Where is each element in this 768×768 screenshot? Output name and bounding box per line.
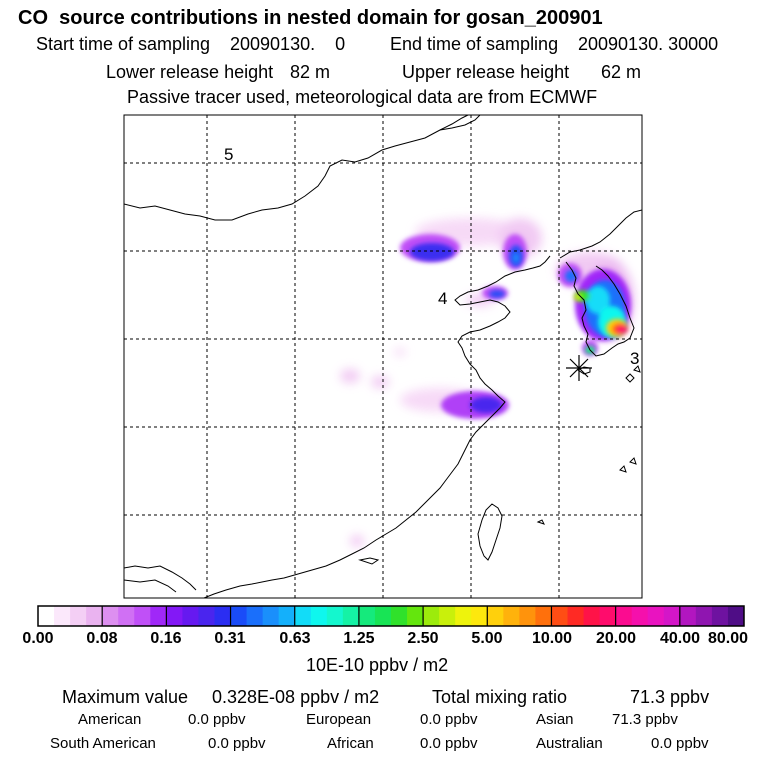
colorbar-swatch [631, 606, 649, 626]
colorbar-swatch [38, 606, 55, 626]
colorbar-label: 5.00 [471, 630, 503, 647]
colorbar [38, 606, 745, 626]
colorbar-label: 40.00 [659, 630, 701, 647]
colorbar-label: 10.00 [531, 630, 573, 647]
colorbar-label: 0.16 [150, 630, 182, 647]
colorbar-label: 0.31 [214, 630, 246, 647]
colorbar-swatch [294, 606, 312, 626]
colorbar-label: 2.50 [407, 630, 439, 647]
concentration-field [340, 218, 634, 547]
colorbar-swatch [583, 606, 601, 626]
colorbar-swatch [134, 606, 151, 626]
region-name-australian: Australian [536, 735, 603, 752]
colorbar-swatch [230, 606, 248, 626]
colorbar-swatch [551, 606, 568, 626]
region-value-australian: 0.0 ppbv [651, 735, 709, 752]
end-time-value: 20090130. 30000 [578, 34, 719, 54]
colorbar-swatch [102, 606, 119, 626]
max-value: 0.328E-08 ppbv / m2 [212, 687, 380, 707]
tracer-note: Passive tracer used, meteorological data… [127, 87, 598, 107]
colorbar-swatch [391, 606, 408, 626]
colorbar-swatch [262, 606, 280, 626]
max-value-label: Maximum value [62, 687, 189, 707]
colorbar-swatch [150, 606, 167, 626]
upper-release-value: 62 m [601, 62, 642, 82]
colorbar-swatch [278, 606, 296, 626]
colorbar-swatch [679, 606, 697, 626]
colorbar-swatch [535, 606, 552, 626]
region-name-american: American [78, 711, 142, 728]
colorbar-swatch [166, 606, 183, 626]
total-mixing-label: Total mixing ratio [432, 687, 568, 707]
colorbar-swatch [487, 606, 504, 626]
colorbar-swatch [246, 606, 264, 626]
colorbar-swatch [214, 606, 232, 626]
colorbar-swatch [407, 606, 424, 626]
colorbar-label: 0.63 [279, 630, 311, 647]
colorbar-swatch [54, 606, 71, 626]
colorbar-swatch [439, 606, 456, 626]
colorbar-swatch [70, 606, 87, 626]
colorbar-swatch [567, 606, 585, 626]
trajectory-day-label-5: 5 [224, 145, 233, 164]
colorbar-label: 0.08 [86, 630, 118, 647]
colorbar-label: 0.00 [22, 630, 54, 647]
colorbar-swatch [455, 606, 472, 626]
region-name-european: European [306, 711, 372, 728]
colorbar-swatch [374, 606, 392, 626]
region-value-american: 0.0 ppbv [188, 711, 246, 728]
region-name-african: African [327, 735, 374, 752]
region-value-south-american: 0.0 ppbv [208, 735, 266, 752]
colorbar-swatch [423, 606, 440, 626]
upper-release-label: Upper release height [402, 62, 570, 82]
map-panel: 5 4 3 [124, 115, 642, 598]
colorbar-label: 20.00 [595, 630, 637, 647]
colorbar-swatch [310, 606, 328, 626]
colorbar-swatch [503, 606, 520, 626]
colorbar-swatch [599, 606, 617, 626]
colorbar-swatch [519, 606, 536, 626]
region-name-asian: Asian [536, 711, 574, 728]
colorbar-label: 80.00 [707, 630, 749, 647]
region-value-african: 0.0 ppbv [420, 735, 478, 752]
colorbar-swatch [326, 606, 344, 626]
colorbar-frame [37, 605, 745, 627]
region-name-south-american: South American [50, 735, 156, 752]
region-value-asian: 71.3 ppbv [612, 711, 678, 728]
colorbar-swatch [86, 606, 103, 626]
plot-title: CO source contributions in nested domain… [18, 7, 603, 29]
colorbar-swatch [647, 606, 665, 626]
end-time-label: End time of sampling [390, 34, 559, 54]
colorbar-swatch [198, 606, 215, 626]
map-frame [123, 114, 643, 599]
colorbar-swatch [727, 606, 745, 626]
trajectory-day-label-3: 3 [630, 349, 639, 368]
colorbar-swatch [711, 606, 729, 626]
lower-release-label: Lower release height [106, 62, 274, 82]
colorbar-swatch [663, 606, 681, 626]
colorbar-swatch [182, 606, 199, 626]
colorbar-unit: 10E-10 ppbv / m2 [306, 655, 449, 675]
total-mixing-value: 71.3 ppbv [630, 687, 710, 707]
colorbar-swatch [615, 606, 633, 626]
colorbar-swatch [358, 606, 376, 626]
start-time-value: 20090130. 0 [230, 34, 346, 54]
lat-lon-grid [124, 115, 642, 598]
coastlines [124, 115, 642, 598]
colorbar-label: 1.25 [343, 630, 375, 647]
trajectory-day-label-4: 4 [438, 289, 447, 308]
region-value-european: 0.0 ppbv [420, 711, 478, 728]
colorbar-swatch [695, 606, 713, 626]
colorbar-swatch [118, 606, 135, 626]
colorbar-swatch [342, 606, 360, 626]
lower-release-value: 82 m [290, 62, 331, 82]
colorbar-swatch [471, 606, 488, 626]
asterisk-icon [566, 355, 592, 381]
start-time-label: Start time of sampling [36, 34, 211, 54]
